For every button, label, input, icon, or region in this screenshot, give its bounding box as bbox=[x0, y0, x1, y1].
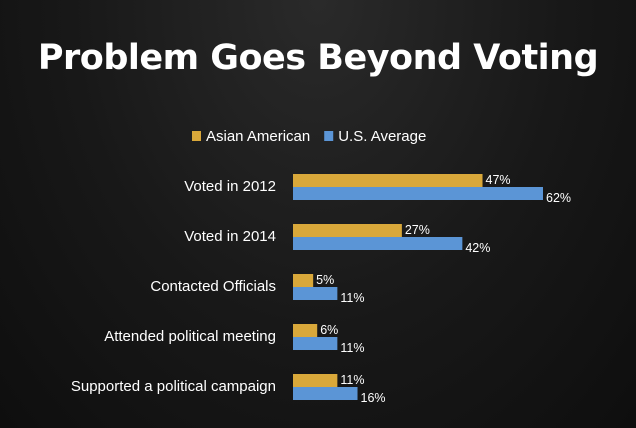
bar-asian-american-voted-in-2014 bbox=[293, 224, 402, 237]
category-label-contacted-officials: Contacted Officials bbox=[150, 278, 276, 295]
bar-asian-american-voted-in-2012 bbox=[293, 174, 483, 187]
legend: Asian American U.S. Average bbox=[192, 128, 426, 145]
category-label-attended-political-meeting: Attended political meeting bbox=[104, 328, 276, 345]
data-label-asian-american-supported-a-political-campaign: 11% bbox=[340, 373, 364, 387]
category-label-voted-in-2014: Voted in 2014 bbox=[184, 228, 276, 245]
bar-u-s-average-voted-in-2014 bbox=[293, 237, 463, 250]
category-label-supported-a-political-campaign: Supported a political campaign bbox=[71, 378, 276, 395]
legend-label-asian-american: Asian American bbox=[206, 128, 310, 145]
chart-title: Problem Goes Beyond Voting bbox=[37, 38, 599, 78]
data-label-asian-american-attended-political-meeting: 6% bbox=[320, 323, 338, 337]
data-label-u-s-average-voted-in-2014: 42% bbox=[465, 241, 490, 255]
data-label-u-s-average-supported-a-political-campaign: 16% bbox=[361, 391, 386, 405]
bar-asian-american-attended-political-meeting bbox=[293, 324, 318, 337]
data-label-asian-american-voted-in-2014: 27% bbox=[405, 223, 430, 237]
bars-group: Voted in 2012 47% 62% Voted in 2014 27% 42% Co… bbox=[71, 173, 571, 405]
data-label-asian-american-contacted-officials: 5% bbox=[316, 273, 334, 287]
legend-label-u-s-average: U.S. Average bbox=[338, 128, 426, 145]
legend-swatch-u-s-average bbox=[324, 131, 334, 141]
data-label-u-s-average-voted-in-2012: 62% bbox=[546, 191, 571, 205]
data-label-asian-american-voted-in-2012: 47% bbox=[486, 173, 511, 187]
bar-u-s-average-contacted-officials bbox=[293, 287, 338, 300]
bar-asian-american-contacted-officials bbox=[293, 274, 314, 287]
bar-u-s-average-supported-a-political-campaign bbox=[293, 387, 358, 400]
data-label-u-s-average-contacted-officials: 11% bbox=[340, 291, 364, 305]
bar-u-s-average-voted-in-2012 bbox=[293, 187, 543, 200]
bar-asian-american-supported-a-political-campaign bbox=[293, 374, 338, 387]
legend-swatch-asian-american bbox=[192, 131, 201, 141]
data-label-u-s-average-attended-political-meeting: 11% bbox=[340, 341, 364, 355]
bar-u-s-average-attended-political-meeting bbox=[293, 337, 338, 350]
category-label-voted-in-2012: Voted in 2012 bbox=[184, 178, 276, 195]
